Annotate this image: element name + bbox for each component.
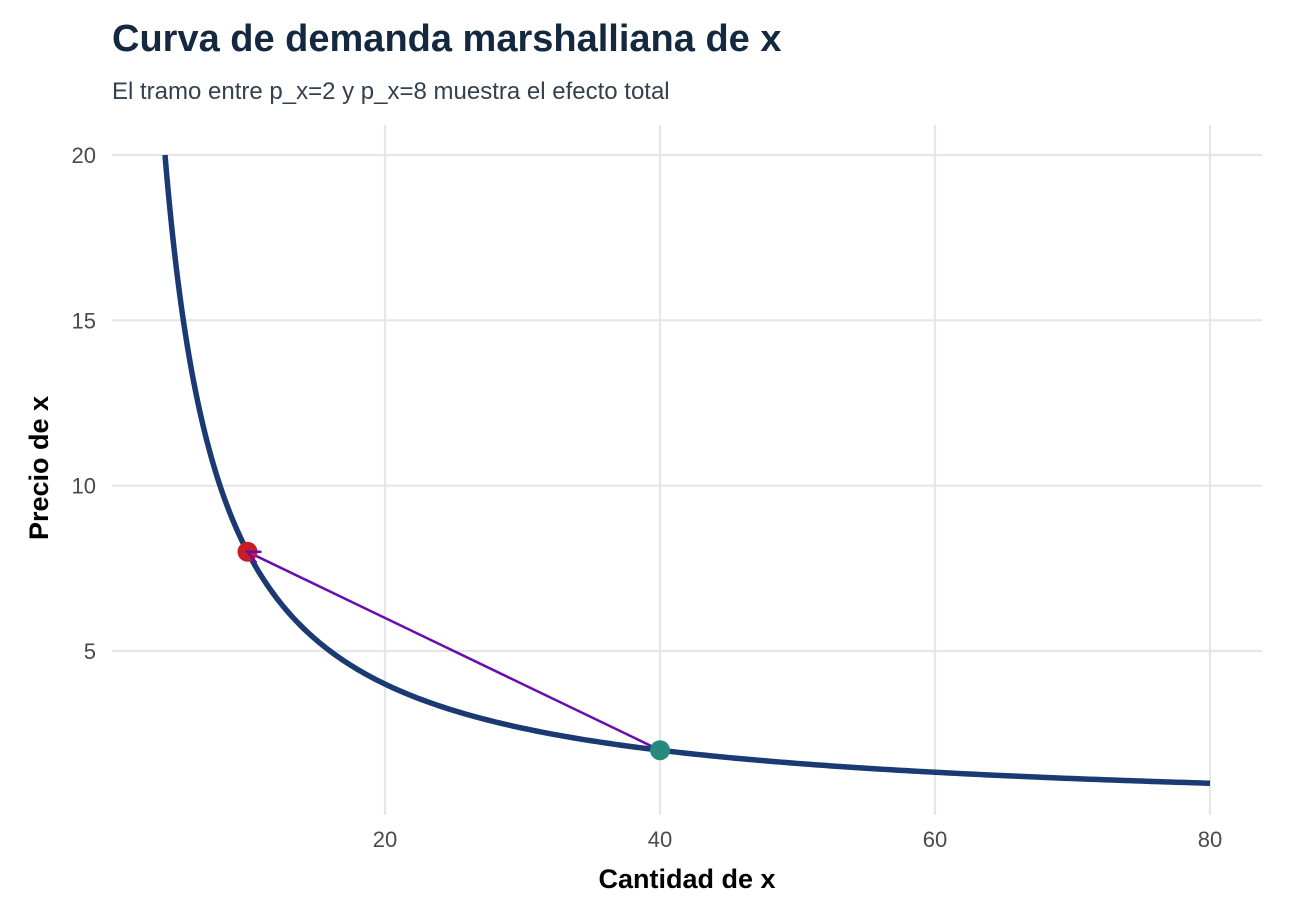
- x-axis-title: Cantidad de x: [598, 864, 775, 894]
- demand-curve: [162, 154, 1211, 787]
- chart-title: Curva de demanda marshalliana de x: [112, 18, 782, 60]
- y-tick-label: 15: [72, 308, 96, 333]
- effect-arrow-line: [246, 550, 661, 752]
- x-tick-label: 80: [1198, 827, 1222, 852]
- chart-subtitle: El tramo entre p_x=2 y p_x=8 muestra el …: [112, 78, 670, 105]
- effect-arrow-head-overlay: [244, 550, 262, 564]
- x-tick-label: 40: [648, 827, 672, 852]
- tick-labels: 20 40 60 80 5 10 15 20: [72, 143, 1223, 852]
- y-axis-title: Precio de x: [24, 396, 54, 540]
- point-layer: [237, 541, 670, 761]
- x-tick-label: 60: [923, 827, 947, 852]
- point-px-2: [650, 740, 670, 761]
- y-tick-label: 20: [72, 143, 96, 168]
- y-tick-label: 5: [84, 639, 96, 664]
- y-tick-label: 10: [72, 474, 96, 499]
- demand-curve-layer: [162, 154, 1211, 787]
- grid: [112, 125, 1262, 815]
- x-tick-label: 20: [373, 827, 397, 852]
